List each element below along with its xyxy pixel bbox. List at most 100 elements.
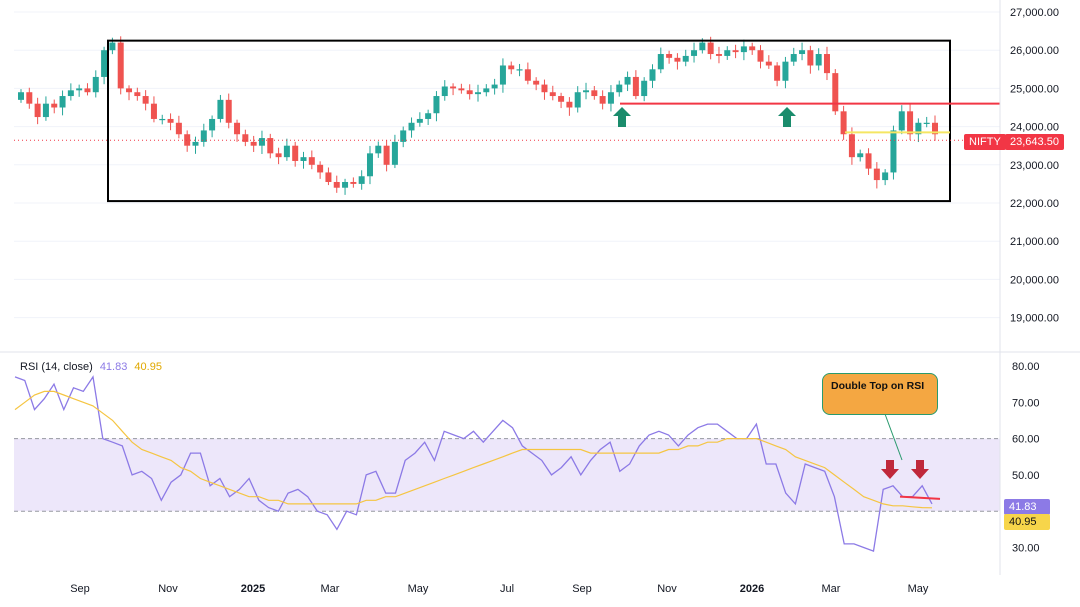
x-tick-label: Nov [158,583,178,595]
candle-body [491,84,498,89]
x-tick-label: Sep [70,583,90,595]
rsi-value-badge: 41.83 [1004,499,1050,515]
candle-body [475,92,481,95]
candle-body [433,96,440,114]
rsi-ma-value-label: 40.95 [134,361,162,373]
candle-body [200,130,207,142]
candle-body [574,92,581,108]
candle-body [823,54,830,74]
x-tick-label: Jul [500,583,514,595]
candle-body [715,54,722,56]
candle-body [865,153,872,169]
candle-body [34,103,41,118]
candle-body [873,168,880,181]
price-tick-label: 19,000.00 [1010,313,1059,325]
x-tick-label: Mar [321,583,340,595]
candle-body [167,118,174,123]
callout-pointer [884,413,903,461]
candle-body [292,145,299,161]
candle-body [175,122,182,135]
candle-body [184,134,191,146]
candle-body [757,50,764,62]
candle-body [549,92,556,97]
candle-body [150,103,157,119]
rsi-line [14,375,933,552]
price-tick-label: 23,000.00 [1010,160,1059,172]
price-tick-label: 24,000.00 [1010,122,1059,134]
candle-body [400,130,407,142]
last-price-badge: 23,643.50 [1005,134,1064,150]
candle-body [607,92,614,104]
candle-body [300,157,307,161]
down-arrow-icon [911,460,929,479]
x-tick-label: May [908,583,929,595]
down-arrow-icon [881,460,899,479]
rsi-tick-label: 80.00 [1012,361,1040,373]
candle-body [225,99,232,123]
candle-body [516,69,523,71]
candle-body [258,138,265,146]
callout-text: Double Top on RSI [831,380,925,392]
candle-body [790,54,797,62]
candle-body [267,138,274,154]
candle-body [84,88,91,93]
x-tick-label: 2026 [740,583,764,595]
candle-body [799,50,806,55]
candle-body [782,61,789,81]
x-tick-label: 2025 [241,583,265,595]
rsi-label: RSI (14, close) [20,361,93,373]
candle-body [765,61,772,66]
candle-body [466,90,473,95]
candle-body [558,96,565,102]
candle-body [524,69,531,81]
candle-body [533,80,540,85]
candle-body [508,65,515,70]
candle-body [408,122,415,131]
price-tick-label: 20,000.00 [1010,274,1059,286]
candle-body [333,181,340,188]
candle-body [350,181,357,184]
candle-body [566,101,573,108]
rsi-double-top-line [899,495,941,500]
candle-body [857,153,864,158]
candle-body [724,50,731,56]
candle-body [425,113,432,119]
price-tick-label: 25,000.00 [1010,83,1059,95]
candle-body [691,50,698,56]
double-top-callout: Double Top on RSI [822,373,938,415]
candle-body [59,96,66,108]
candle-body [217,99,224,119]
x-tick-label: Sep [572,583,592,595]
x-tick-label: May [408,583,429,595]
candle-body [101,50,108,77]
candle-body [915,122,922,135]
candle-body [682,55,689,62]
candle-body [242,134,249,142]
range-box [107,39,951,203]
rsi-ma-value-badge: 40.95 [1004,514,1050,530]
candle-body [832,73,839,112]
price-tick-label: 21,000.00 [1010,236,1059,248]
candle-body [632,76,639,97]
candle-body [67,90,74,97]
candle-body [483,88,490,93]
candle-body [898,111,905,131]
candle-body [591,90,598,97]
candle-body [234,122,241,135]
price-tick-label: 26,000.00 [1010,45,1059,57]
rsi-ma-line [14,390,933,509]
candle-body [624,76,631,85]
candle-body [317,164,324,173]
candle-body [159,118,166,121]
candle-body [807,50,814,66]
candle-body [666,54,673,58]
rsi-tick-label: 70.00 [1012,397,1040,409]
rsi-tick-label: 60.00 [1012,434,1040,446]
rsi-band-fill [14,438,1000,512]
candle-body [848,134,855,158]
candle-body [109,42,116,51]
candle-body [450,86,457,89]
candle-body [923,122,930,124]
candle-body [641,80,648,97]
